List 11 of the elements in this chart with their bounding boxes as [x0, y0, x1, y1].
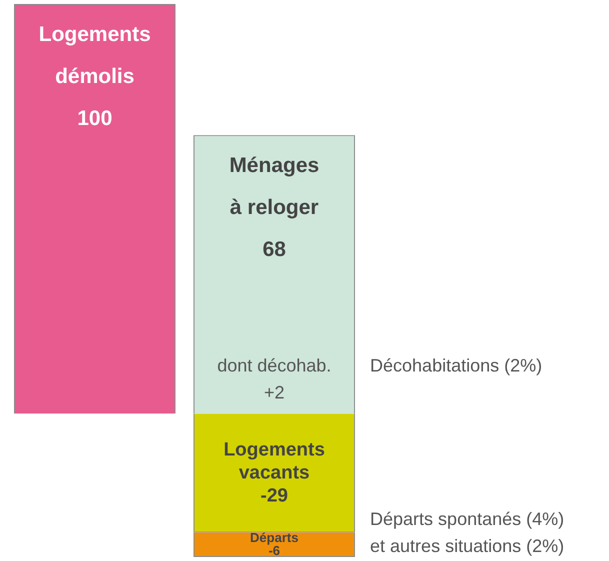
text: Décohabitations (2%) [370, 356, 542, 376]
series-label: Départs [250, 530, 298, 545]
data-label: 68 [262, 238, 286, 261]
data-label: -29 [260, 485, 288, 506]
annotation: dont décohab. +2 [217, 356, 332, 403]
series-label: Logements vacants [224, 439, 325, 484]
series-label: Logements démolis [38, 22, 151, 88]
data-label: -6 [268, 542, 280, 558]
text: Départs spontanés (4%) et autres situations (2%) [370, 508, 564, 556]
series-label: Ménages à reloger [229, 154, 320, 219]
data-label: 100 [77, 106, 112, 130]
